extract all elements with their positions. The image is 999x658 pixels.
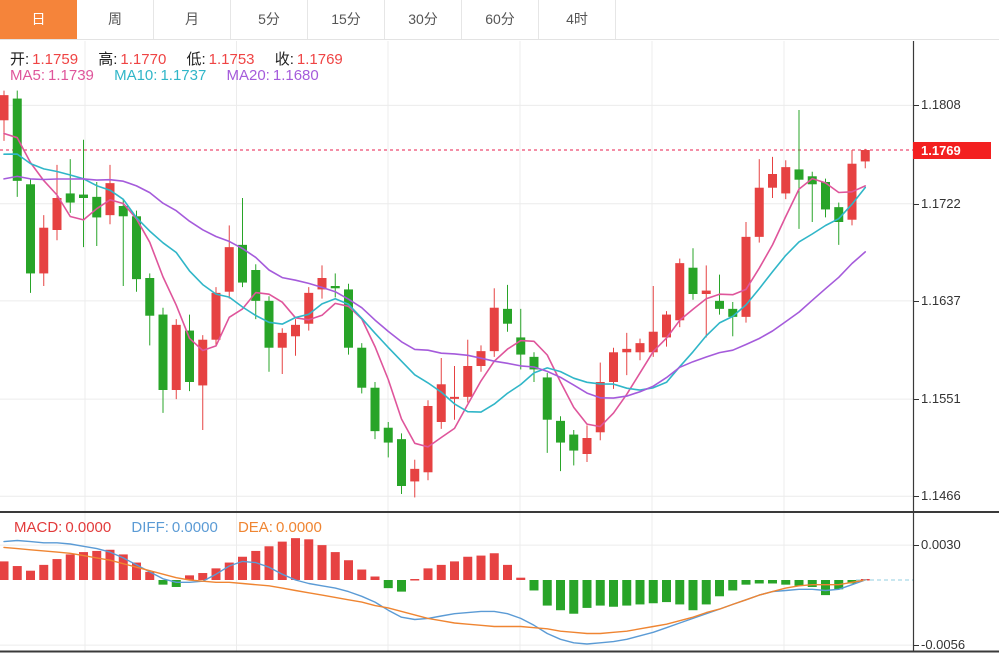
ma-legend: MA5: 1.1739 MA10: 1.1737 MA20: 1.1680 (10, 67, 335, 84)
price-axis-label: 1.1722 (921, 196, 961, 211)
close-value: 收: 1.1769 (274, 51, 343, 68)
ma5-value: MA5: 1.1739 (10, 67, 94, 84)
timeframe-tab[interactable]: 周 (77, 0, 154, 39)
price-axis-label: 1.1808 (921, 97, 961, 112)
axis-tick (914, 204, 919, 205)
price-axis-label: 1.1637 (921, 293, 961, 308)
macd-value: MACD: 0.0000 (14, 519, 112, 536)
macd-axis-label: -0.0056 (921, 637, 966, 652)
last-price-badge: 1.1769 (913, 142, 991, 159)
timeframe-tab[interactable]: 15分 (308, 0, 385, 39)
ma10-value: MA10: 1.1737 (114, 67, 207, 84)
macd-legend: MACD: 0.0000 DIFF: 0.0000 DEA: 0.0000 (14, 519, 338, 536)
axis-tick (914, 105, 919, 106)
ma20-value: MA20: 1.1680 (226, 67, 319, 84)
price-axis-label: 1.1551 (921, 391, 961, 406)
axis-tick (914, 399, 919, 400)
axis-tick (914, 645, 919, 646)
timeframe-tab[interactable]: 4时 (539, 0, 616, 39)
axis-tick (914, 496, 919, 497)
axis-tick (914, 545, 919, 546)
open-value: 开: 1.1759 (10, 51, 79, 68)
timeframe-tab[interactable]: 30分 (385, 0, 462, 39)
high-value: 高: 1.1770 (98, 51, 167, 68)
price-axis-label: 1.1466 (921, 488, 961, 503)
low-value: 低: 1.1753 (186, 51, 255, 68)
timeframe-tabbar: 日周月 5分 15分 30分 60分 4时 (0, 0, 999, 40)
dea-value: DEA: 0.0000 (237, 519, 322, 536)
timeframe-tab[interactable]: 月 (154, 0, 231, 39)
timeframe-tab[interactable]: 日 (0, 0, 77, 39)
macd-axis-label: 0.0030 (921, 537, 961, 552)
diff-value: DIFF: 0.0000 (131, 519, 218, 536)
timeframe-tab[interactable]: 5分 (231, 0, 308, 39)
axis-tick (914, 301, 919, 302)
timeframe-tab[interactable]: 60分 (462, 0, 539, 39)
ohlc-legend: 开: 1.1759 高: 1.1770 低: 1.1753 收: 1.1769 (10, 48, 359, 69)
